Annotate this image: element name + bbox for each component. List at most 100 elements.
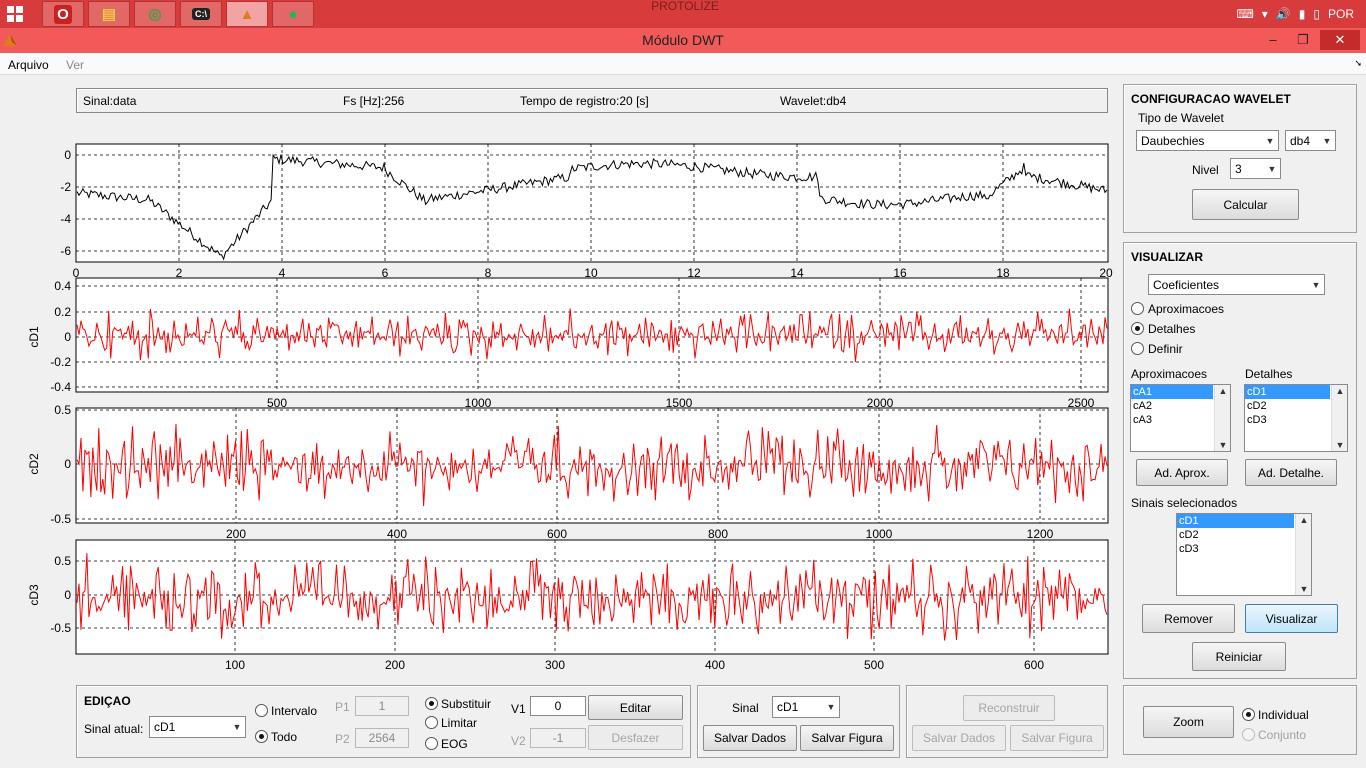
radio-aproximacoes[interactable] [1131, 302, 1144, 315]
radio-eog[interactable] [425, 737, 438, 750]
scrollbar[interactable]: ▲ ▼ [1331, 385, 1347, 451]
p2-field[interactable]: 2564 [355, 728, 409, 748]
x-tick-label: 1000 [465, 396, 492, 410]
x-tick-label: 0 [73, 266, 80, 280]
file-explorer-app-button[interactable]: ▤ [88, 1, 130, 27]
scrollbar[interactable]: ▲ ▼ [1295, 514, 1311, 595]
plot-cd2[interactable]: 0.5 0 -0.5 200 400 600 800 1000 1200 cD2 [27, 403, 1109, 541]
windows-start-button[interactable] [0, 1, 30, 27]
chrome-app-button[interactable]: ◎ [134, 1, 176, 27]
list-item[interactable]: cA2 [1133, 400, 1152, 412]
x-tick-label: 500 [267, 396, 287, 410]
opera-app-button[interactable]: O [42, 1, 84, 27]
x-tick-label: 2000 [867, 396, 894, 410]
radio-aproximacoes-label: Aproximacoes [1148, 302, 1225, 316]
wavelet-order-value: db4 [1290, 133, 1311, 148]
x-tick-label: 600 [1024, 658, 1044, 672]
x-tick-label: 500 [864, 658, 884, 672]
visualize-mode-select[interactable]: Coeficientes ▼ [1148, 274, 1325, 295]
radio-intervalo-label: Intervalo [271, 704, 318, 718]
plot-cd1[interactable]: 0.4 0.2 0 -0.2 -0.4 500 1000 1500 2000 2500 cD1 [27, 277, 1109, 410]
radio-definir[interactable] [1131, 342, 1144, 355]
edit-button[interactable]: Editar [588, 695, 683, 720]
cmd-app-button[interactable]: C:\ [180, 1, 222, 27]
radio-todo-label: Todo [271, 730, 298, 744]
network-icon[interactable]: ▮ [1298, 7, 1306, 21]
save-signal-select[interactable]: cD1 ▼ [772, 696, 840, 718]
level-select[interactable]: 3 ▼ [1230, 158, 1281, 179]
radio-detalhes[interactable] [1131, 322, 1144, 335]
list-item[interactable]: cD2 [1179, 529, 1199, 541]
radio-intervalo[interactable] [255, 704, 268, 717]
list-item[interactable]: cD2 [1247, 400, 1267, 412]
v2-field[interactable]: -1 [530, 728, 586, 748]
list-item[interactable]: cA1 [1131, 385, 1213, 399]
radio-conjunto[interactable] [1242, 728, 1255, 741]
radio-limitar[interactable] [425, 716, 438, 729]
menu-arquivo[interactable]: Arquivo [8, 58, 49, 72]
plot-signal[interactable]: 0-2-4-60 2 4 6 8 10 12 14 16 18 20 [60, 143, 1113, 280]
language-indicator[interactable]: POR [1327, 7, 1354, 21]
wavelet-config-title: CONFIGURACAO WAVELET [1131, 92, 1291, 106]
minimize-button[interactable]: – [1269, 32, 1277, 47]
reconstruct-save-data-button[interactable]: Salvar Dados [912, 725, 1006, 751]
reset-button[interactable]: Reiniciar [1192, 642, 1286, 671]
battery-icon[interactable]: ▯ [1313, 7, 1320, 21]
maximize-button[interactable]: ❐ [1297, 32, 1309, 47]
v1-field[interactable]: 0 [530, 696, 586, 716]
radio-substituir-label: Substituir [441, 697, 492, 711]
y-tick-label: -2 [60, 180, 71, 194]
dock-arrow-icon[interactable]: ➘ [1354, 58, 1362, 68]
add-detail-button[interactable]: Ad. Detalhe. [1245, 459, 1337, 486]
current-signal-label: Sinal atual: [84, 722, 144, 736]
spotify-app-button[interactable]: ● [272, 1, 314, 27]
signal-info-bar: Sinal:data Fs [Hz]:256 Tempo de registro… [76, 88, 1108, 113]
zoom-button[interactable]: Zoom [1143, 706, 1234, 738]
radio-todo[interactable] [255, 730, 268, 743]
y-tick-label: -0.5 [50, 621, 71, 635]
detail-listbox[interactable]: ▲ ▼ cD1 cD2 cD3 [1244, 384, 1348, 452]
remove-button[interactable]: Remover [1142, 604, 1235, 633]
approx-listbox[interactable]: ▲ ▼ cA1 cA2 cA3 [1130, 384, 1231, 452]
list-item[interactable]: cD1 [1245, 385, 1330, 399]
list-item[interactable]: cD3 [1179, 543, 1199, 555]
calculate-button[interactable]: Calcular [1192, 189, 1299, 220]
level-value: 3 [1235, 161, 1242, 176]
wavelet-family-select[interactable]: Daubechies ▼ [1136, 130, 1279, 151]
keyboard-icon[interactable]: ⌨ [1236, 7, 1254, 21]
edit-title: EDIÇAO [84, 694, 131, 708]
chevron-down-icon: ▼ [232, 722, 242, 732]
x-tick-label: 200 [385, 658, 405, 672]
visualize-panel: VISUALIZAR Coeficientes ▼ Aproximacoes D… [1123, 242, 1357, 679]
list-item[interactable]: cA3 [1133, 414, 1152, 426]
windows-logo-icon [7, 6, 23, 22]
add-approx-button[interactable]: Ad. Aprox. [1136, 459, 1228, 486]
chrome-app-icon: ◎ [148, 6, 162, 23]
close-button[interactable]: ✕ [1320, 30, 1360, 50]
chevron-down-icon[interactable]: ▾ [1261, 7, 1268, 21]
radio-individual[interactable] [1242, 708, 1255, 721]
undo-button[interactable]: Desfazer [588, 725, 683, 750]
axes-box [75, 539, 1109, 655]
file-explorer-app-icon: ▤ [101, 6, 117, 23]
radio-substituir[interactable] [425, 697, 438, 710]
menu-ver[interactable]: Ver [66, 58, 85, 72]
visualize-title: VISUALIZAR [1131, 250, 1203, 264]
plot-cd3[interactable]: 0.5 0 -0.5 100 200 300 400 500 600 cD3 [27, 539, 1109, 672]
p1-field[interactable]: 1 [355, 696, 409, 716]
save-figure-button[interactable]: Salvar Figura [800, 725, 894, 751]
visualize-button[interactable]: Visualizar [1245, 604, 1338, 633]
current-signal-select[interactable]: cD1 ▼ [149, 716, 246, 738]
wavelet-order-select[interactable]: db4 ▼ [1285, 130, 1336, 151]
matlab-app-button[interactable]: ▲ [226, 1, 268, 27]
volume-icon[interactable]: 🔊 [1275, 7, 1291, 21]
scrollbar[interactable]: ▲ ▼ [1214, 385, 1230, 451]
selected-signals-listbox[interactable]: ▲ ▼ cD1 cD2 cD3 [1176, 513, 1312, 596]
reconstruct-save-figure-button[interactable]: Salvar Figura [1010, 725, 1104, 751]
list-item[interactable]: cD1 [1177, 514, 1294, 528]
x-tick-label: 4 [279, 266, 286, 280]
save-data-button[interactable]: Salvar Dados [703, 725, 797, 751]
list-item[interactable]: cD3 [1247, 414, 1267, 426]
reconstruct-button[interactable]: Reconstruir [963, 695, 1055, 721]
